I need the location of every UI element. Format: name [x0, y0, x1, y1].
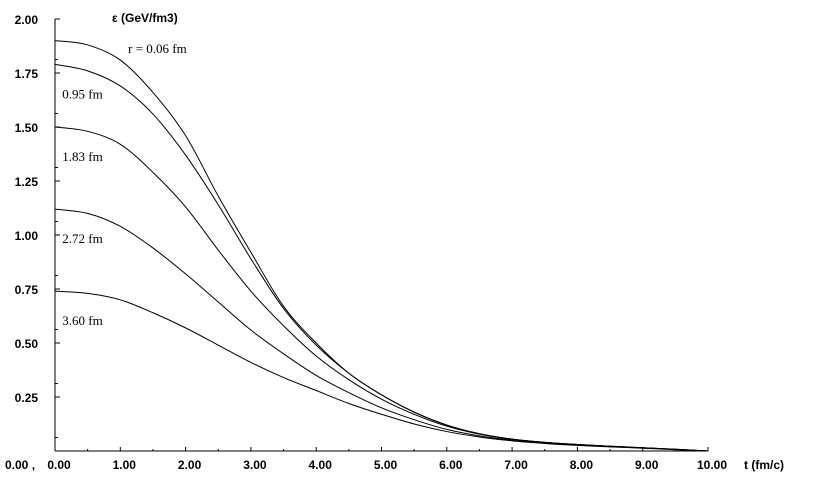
- y-tick-label: 1.25: [15, 175, 39, 189]
- x-tick-label: 1.00: [113, 458, 137, 472]
- series-label: 3.60 fm: [62, 313, 102, 328]
- curves: [54, 40, 709, 452]
- x-tick-label: 6.00: [439, 458, 463, 472]
- y-tick-label: 0.75: [15, 283, 39, 297]
- y-tick-label: 0.50: [15, 337, 39, 351]
- series-label: 2.72 fm: [62, 231, 102, 246]
- series-line: [54, 63, 709, 452]
- y-tick-label: 0.25: [15, 391, 39, 405]
- series-label: r = 0.06 fm: [128, 41, 187, 56]
- y-tick-label: 2.00: [15, 13, 39, 27]
- x-tick-label: 9.00: [635, 458, 659, 472]
- axes: [54, 18, 709, 452]
- origin-label: 0.00 ,: [5, 458, 35, 472]
- series-line: [54, 126, 709, 452]
- y-tick-label: 1.00: [15, 229, 39, 243]
- x-tick-label: 2.00: [178, 458, 202, 472]
- y-tick-label: 1.75: [15, 67, 39, 81]
- series-label: 0.95 fm: [62, 86, 102, 101]
- y-tick-label: 1.50: [15, 121, 39, 135]
- x-tick-label: 3.00: [243, 458, 267, 472]
- x-axis-title: t (fm/c): [744, 458, 784, 472]
- x-tick-label: 8.00: [570, 458, 594, 472]
- series-line: [54, 290, 709, 452]
- x-tick-label: 7.00: [504, 458, 528, 472]
- y-axis-title: ε (GeV/fm3): [112, 11, 178, 25]
- x-tick-label: 5.00: [374, 458, 398, 472]
- series-label: 1.83 fm: [62, 149, 102, 164]
- x-tick-label: 10.00: [697, 458, 727, 472]
- labels: 0.00 1.00 2.00 3.00 4.00 5.00 6.00 7.00 8.00 9.00…: [5, 11, 784, 472]
- series-line: [54, 40, 709, 452]
- x-tick-label: 0.00: [47, 458, 71, 472]
- x-tick-label: 4.00: [309, 458, 333, 472]
